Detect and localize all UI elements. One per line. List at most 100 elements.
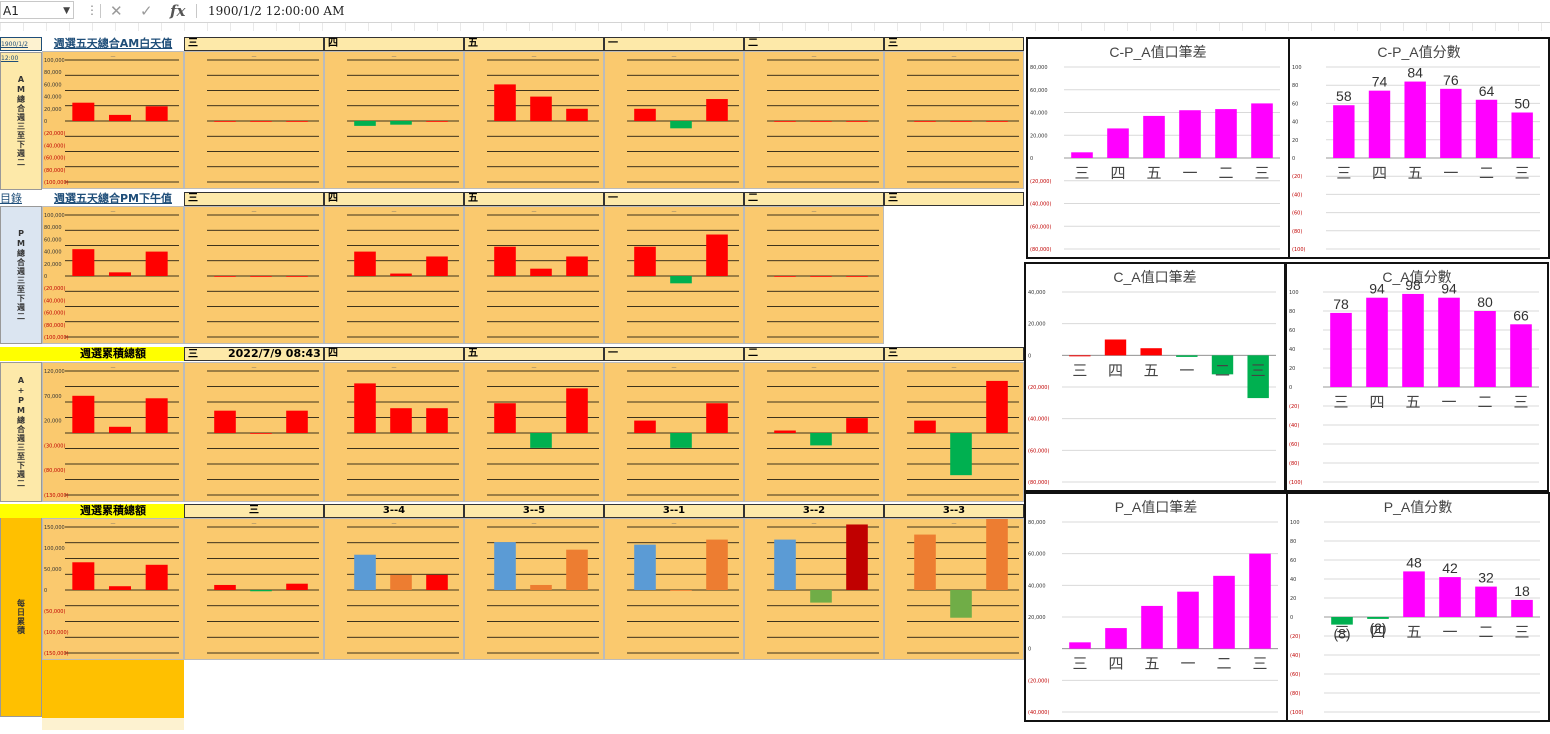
day-header-label: 四 (328, 38, 338, 49)
insert-function-icon[interactable]: fx (170, 2, 186, 20)
day-header-daily: 3--2 (744, 504, 884, 518)
mini-daily-0[interactable]: — (184, 518, 324, 660)
name-box[interactable]: A1 ▼ (0, 1, 74, 19)
data-label: 80 (1477, 294, 1493, 310)
axis-tick-label: 0 (1028, 353, 1031, 359)
mini-daily-4[interactable]: — (744, 518, 884, 660)
more-icon: ⋮ (86, 3, 98, 17)
axis-tick-label: 60 (1289, 328, 1295, 334)
side-label-am: AM總合週三至下週二 (0, 52, 42, 190)
mini-ap-5[interactable]: — (884, 362, 1024, 502)
mini-pm-summary[interactable]: — 100,000 80,000 60,000 40,000 20,000 0 (20,000… (42, 206, 184, 344)
mini-am-4[interactable]: — (744, 51, 884, 189)
cell-a1[interactable]: 1900/1/2 12:00 (0, 37, 42, 62)
day-header-ap: 二 (744, 347, 884, 361)
category-label: 三 (1514, 623, 1529, 641)
mini-ap-2[interactable]: — (464, 362, 604, 502)
bar (1438, 297, 1460, 387)
mini-daily-2[interactable]: — (464, 518, 604, 660)
axis-tick-label: (40,000) (44, 298, 65, 304)
bar (1511, 112, 1533, 158)
separator (196, 4, 197, 18)
day-header-label: 五 (468, 348, 478, 359)
mini-pm-1[interactable]: — (324, 206, 464, 344)
day-header-pm: 三 (884, 192, 1024, 206)
mini-am-3[interactable]: — (604, 51, 744, 189)
chart-c-score[interactable]: C_A值分數 100 80 60 40 20 0 (20) (40) (60) (80) (100) 三… (1285, 262, 1549, 492)
mini-bar (530, 96, 552, 121)
mini-bar (810, 276, 832, 277)
mini-bar (530, 584, 552, 590)
day-header-ap: 三 (884, 347, 1024, 361)
mini-bar (109, 272, 131, 276)
mini-pm-2[interactable]: — (464, 206, 604, 344)
chart-p-score[interactable]: P_A值分數 100 80 60 40 20 0 (20) (40) (60) (80) (100) 三… (1286, 492, 1550, 722)
mini-pm-4[interactable]: — (744, 206, 884, 344)
chevron-down-icon[interactable]: ▼ (63, 6, 70, 16)
day-header-ap: 三 2022/7/9 08:43 (184, 347, 324, 361)
day-header-label: 3--3 (942, 505, 966, 516)
chart-cp-diff[interactable]: C-P_A值口筆差 80,000 60,000 40,000 20,000 0 (20,00… (1026, 37, 1290, 259)
cell (42, 718, 184, 730)
mini-daily-1[interactable]: — (324, 518, 464, 660)
mini-title: — (532, 209, 537, 215)
mini-bar (390, 273, 412, 276)
bar (1251, 103, 1273, 158)
category-label: 二 (1478, 623, 1493, 641)
confirm-icon[interactable]: ✓ (140, 2, 153, 20)
mini-am-5[interactable]: — (884, 51, 1024, 189)
mini-am-summary[interactable]: — 100,000 80,000 60,000 40,000 20,000 0 (20,000… (42, 51, 184, 189)
mini-am-2[interactable]: — (464, 51, 604, 189)
mini-title: — (952, 54, 957, 60)
mini-pm-0[interactable]: — (184, 206, 324, 344)
mini-ap-4[interactable]: — (744, 362, 884, 502)
mini-am-4-svg: — (767, 54, 879, 183)
toc-link[interactable]: 目錄 (0, 192, 22, 205)
category-label: 五 (1146, 164, 1161, 182)
mini-bar (286, 121, 308, 122)
category-label: 三 (1513, 393, 1528, 411)
axis-tick-label: (80,000) (44, 468, 65, 474)
axis-tick-label: 120,000 (44, 369, 65, 375)
mini-am-0[interactable]: — (184, 51, 324, 189)
mini-ap-1[interactable]: — (324, 362, 464, 502)
bar (1211, 355, 1234, 375)
cancel-icon[interactable]: ✕ (110, 2, 123, 20)
am-title-link[interactable]: 週選五天總合AM白天值 (53, 37, 173, 50)
axis-tick-label: (100) (1292, 247, 1305, 253)
chart-cp-score[interactable]: C-P_A值分數 100 80 60 40 20 0 (20) (40) (60) (80) (100… (1288, 37, 1550, 259)
axis-tick-label: (50,000) (44, 609, 65, 615)
day-header-label: 四 (328, 348, 338, 359)
mini-pm-3[interactable]: — (604, 206, 744, 344)
axis-tick-label: 150,000 (44, 525, 65, 531)
category-label: 二 (1216, 655, 1231, 673)
axis-tick-label: (80) (1289, 461, 1299, 467)
mini-am-1[interactable]: — (324, 51, 464, 189)
axis-tick-label: 80,000 (1028, 520, 1046, 526)
chart-c-diff[interactable]: C_A值口筆差 40,000 20,000 0 (20,000) (40,000) (60,… (1024, 262, 1286, 492)
day-header-daily: 3--1 (604, 504, 744, 518)
mini-daily-5[interactable]: — (884, 518, 1024, 660)
bar (1331, 617, 1353, 625)
mini-ap-summary-svg: — 120,000 70,000 20,000 (30,000) (80,000) (130… (44, 365, 179, 499)
mini-bar (354, 383, 376, 433)
data-label: 94 (1369, 281, 1385, 297)
mini-ap-3[interactable]: — (604, 362, 744, 502)
mini-daily-summary[interactable]: — 150,000 100,000 50,000 0 (50,000) (100,000) (… (42, 518, 184, 660)
mini-bar (286, 410, 308, 433)
formula-input[interactable]: 1900/1/2 12:00:00 AM (208, 4, 345, 18)
mini-ap-summary[interactable]: — 120,000 70,000 20,000 (30,000) (80,000) (130… (42, 362, 184, 502)
axis-tick-label: 20 (1289, 366, 1295, 372)
bar (1367, 617, 1389, 619)
axis-tick-label: (20) (1292, 174, 1302, 180)
mini-daily-3[interactable]: — (604, 518, 744, 660)
chart-title: C_A值分數 (1382, 269, 1451, 285)
axis-tick-label: (20,000) (1028, 678, 1049, 684)
axis-tick-label: 40,000 (44, 95, 62, 101)
mini-bar (426, 408, 448, 433)
mini-ap-0[interactable]: — (184, 362, 324, 502)
chart-p-diff[interactable]: P_A值口筆差 80,000 60,000 40,000 20,000 0 (20,000)… (1024, 492, 1288, 722)
pm-title-link[interactable]: 週選五天總合PM下午值 (53, 192, 172, 205)
data-label: (2) (1369, 620, 1386, 636)
data-label: 42 (1442, 560, 1458, 576)
